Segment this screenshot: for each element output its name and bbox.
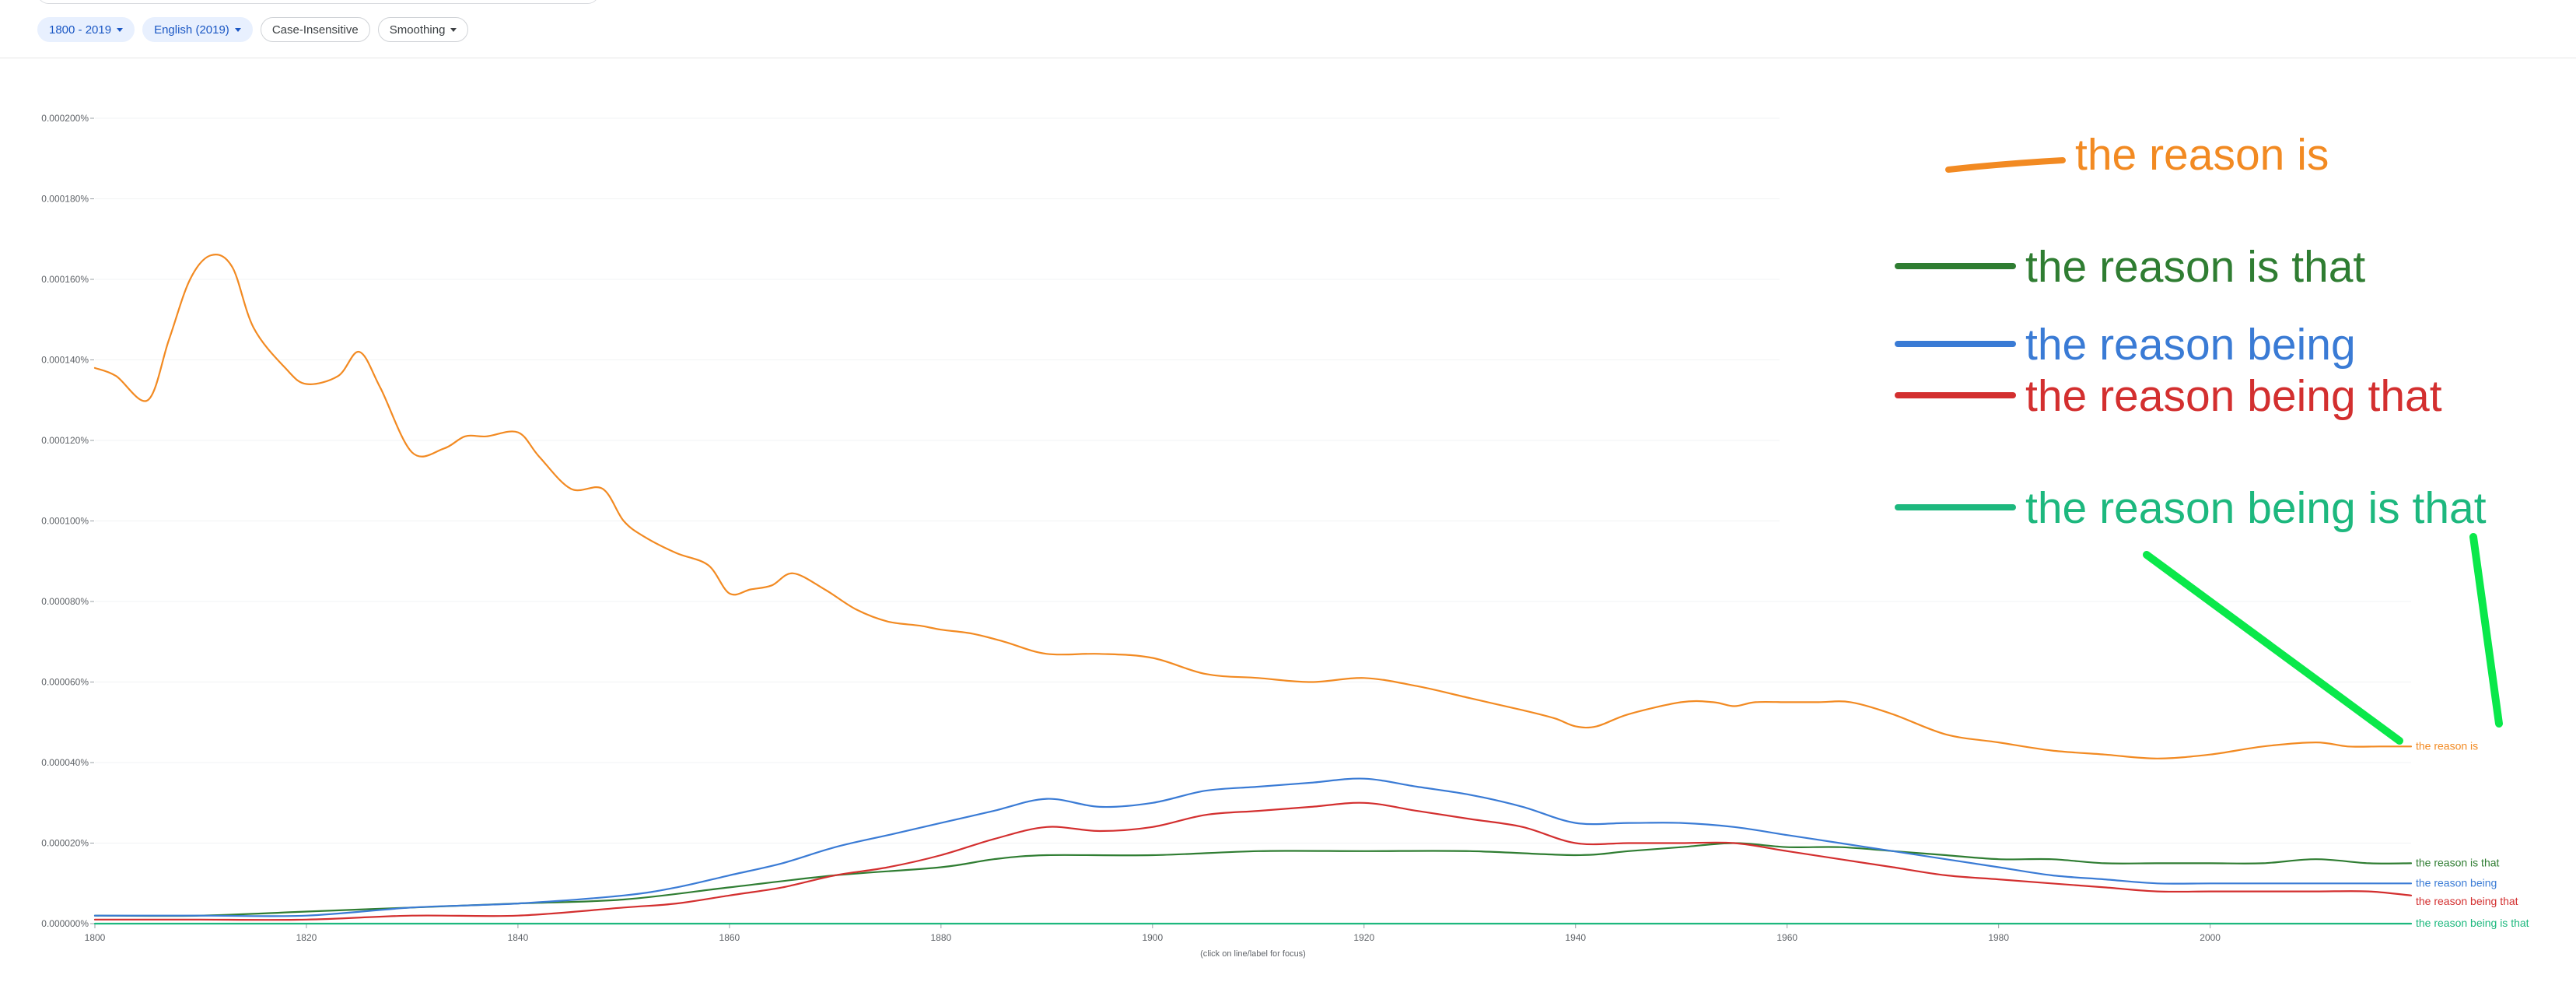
x-tick-label: 1940 bbox=[1565, 932, 1586, 943]
series-lines bbox=[93, 254, 2413, 925]
x-tick-label: 1840 bbox=[508, 932, 529, 943]
annotation-arrow bbox=[2469, 533, 2503, 728]
series-end-label[interactable]: the reason is that bbox=[2416, 856, 2500, 868]
overlay-panel bbox=[1780, 117, 2574, 537]
smoothing-dropdown[interactable]: Smoothing bbox=[377, 17, 469, 42]
chevron-down-icon bbox=[117, 27, 124, 32]
corpus-dropdown[interactable]: English (2019) bbox=[142, 17, 253, 42]
overlay-legend-swatch bbox=[1945, 157, 2066, 173]
annotation-arrow bbox=[2143, 551, 2403, 745]
overlay-legend-label: the reason is bbox=[2075, 130, 2329, 180]
overlay-legend-label: the reason being that bbox=[2025, 371, 2442, 421]
y-tick-label: 0.000140% bbox=[41, 355, 89, 366]
x-tick-label: 2000 bbox=[2200, 932, 2221, 943]
series-line[interactable] bbox=[93, 254, 2413, 759]
x-tick-label: 1900 bbox=[1142, 932, 1163, 943]
x-tick-label: 1800 bbox=[85, 932, 106, 943]
year-range-label: 1800 - 2019 bbox=[49, 23, 112, 37]
y-tick-label: 0.000080% bbox=[41, 596, 89, 607]
annotation-overlay: the reason is the reason is that the reaso… bbox=[1780, 117, 2574, 745]
chart-hint: (click on line/label for focus) bbox=[1200, 949, 1306, 959]
y-tick-label: 0.000100% bbox=[41, 516, 89, 527]
y-tick-label: 0.000020% bbox=[41, 838, 89, 849]
case-insensitive-toggle[interactable]: Case-Insensitive bbox=[260, 17, 370, 42]
series-end-label[interactable]: the reason being that bbox=[2416, 895, 2518, 907]
overlay-legend-label: the reason being bbox=[2025, 320, 2356, 370]
corpus-label: English (2019) bbox=[154, 23, 229, 37]
x-axis: 1800 1820 1840 1860 1880 1900 1920 1940 1960 1980… bbox=[85, 924, 2221, 943]
x-tick-label: 1920 bbox=[1353, 932, 1374, 943]
x-tick-label: 1820 bbox=[296, 932, 317, 943]
chevron-down-icon bbox=[234, 27, 241, 32]
series-end-label[interactable]: the reason being bbox=[2416, 876, 2497, 889]
series-line[interactable] bbox=[93, 777, 2413, 917]
y-tick-label: 0.000040% bbox=[41, 757, 89, 768]
toolbar: 1800 - 2019 English (2019) Case-Insensit… bbox=[37, 16, 469, 43]
overlay-legend-label: the reason being is that bbox=[2025, 483, 2487, 533]
y-tick-label: 0.000120% bbox=[41, 435, 89, 446]
x-tick-label: 1960 bbox=[1776, 932, 1797, 943]
y-tick-label: 0.000200% bbox=[41, 113, 89, 124]
y-tick-label: 0.000000% bbox=[41, 918, 89, 929]
smoothing-label: Smoothing bbox=[389, 23, 446, 37]
chevron-down-icon bbox=[450, 27, 457, 32]
series-line[interactable] bbox=[93, 842, 2413, 917]
x-tick-label: 1980 bbox=[1988, 932, 2009, 943]
y-tick-label: 0.000180% bbox=[41, 194, 89, 205]
series-line[interactable] bbox=[93, 801, 2413, 921]
series-end-labels: the reason is the reason is that the reaso… bbox=[2416, 739, 2529, 929]
series-end-label[interactable]: the reason being is that bbox=[2416, 917, 2529, 929]
case-insensitive-label: Case-Insensitive bbox=[271, 23, 359, 37]
y-axis: 0.000000% 0.000020% 0.000040% 0.000060% 0.00… bbox=[41, 113, 94, 929]
series-end-label[interactable]: the reason is bbox=[2416, 739, 2478, 752]
overlay-legend-label: the reason is that bbox=[2025, 242, 2365, 292]
year-range-dropdown[interactable]: 1800 - 2019 bbox=[37, 17, 135, 42]
x-tick-label: 1860 bbox=[719, 932, 740, 943]
y-tick-label: 0.000060% bbox=[41, 677, 89, 688]
y-tick-label: 0.000160% bbox=[41, 274, 89, 285]
x-tick-label: 1880 bbox=[931, 932, 952, 943]
